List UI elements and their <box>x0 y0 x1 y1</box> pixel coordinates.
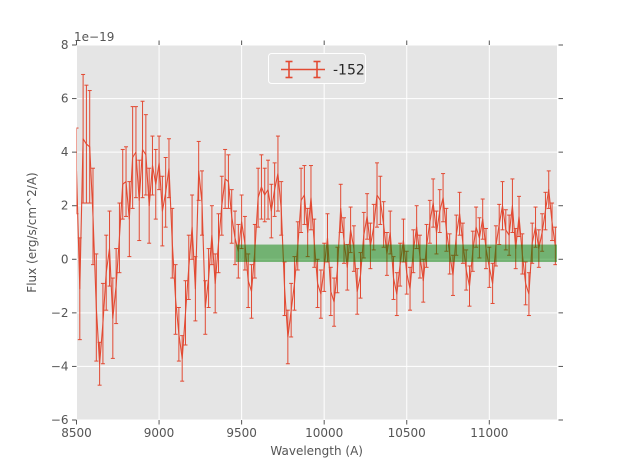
y-tick-label: −4 <box>51 359 69 373</box>
x-tick-label: 10500 <box>388 426 426 440</box>
y-tick-label: 4 <box>61 145 69 159</box>
x-tick-label: 10000 <box>305 426 343 440</box>
x-tick-label: 9500 <box>226 426 257 440</box>
y-tick-label: 8 <box>61 38 69 52</box>
legend: -152 <box>268 53 366 84</box>
gridlines <box>76 44 557 421</box>
plot-background <box>76 45 557 420</box>
legend-label: -152 <box>333 63 365 79</box>
errorbar-series <box>76 73 557 386</box>
axis-ticks <box>72 40 563 425</box>
sky-band <box>235 244 557 262</box>
x-tick-label: 11000 <box>470 426 508 440</box>
x-tick-label: 8500 <box>61 426 92 440</box>
errorbar-icon <box>281 60 325 79</box>
y-offset-label: 1e−19 <box>74 30 114 44</box>
y-tick-label: 6 <box>61 92 69 106</box>
tick-labels: 8500 9000 9500 10000 10500 11000 −6 −4 −2 0 2 4 6 8 <box>51 38 509 440</box>
x-axis-label: Wavelength (A) <box>270 444 363 458</box>
y-axis-label: Flux (erg/s/cm^2/A) <box>25 172 39 292</box>
y-tick-label: −2 <box>51 306 69 320</box>
band-rect <box>235 244 557 262</box>
x-tick-label: 9000 <box>144 426 175 440</box>
y-tick-label: −6 <box>51 413 69 427</box>
y-tick-label: 2 <box>61 199 69 213</box>
data-line <box>76 138 556 365</box>
y-tick-label: 0 <box>61 252 69 266</box>
